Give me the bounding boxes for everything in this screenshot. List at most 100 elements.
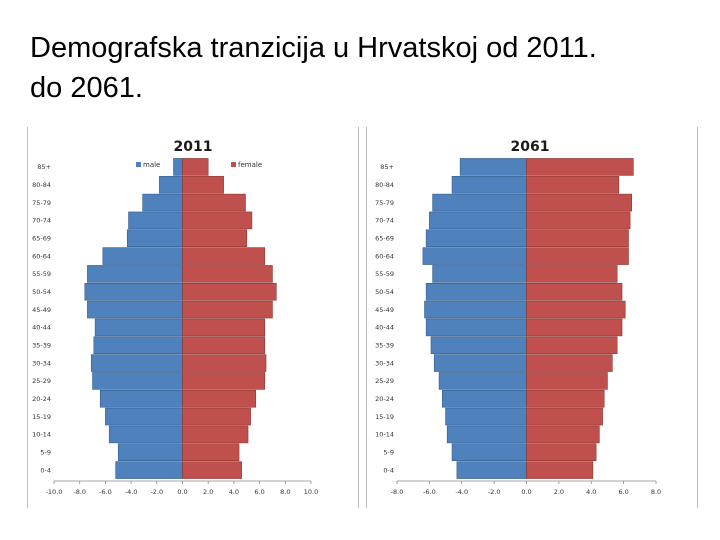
bar-male-30-34-2061 <box>433 354 527 372</box>
bar-female-50-54-2061 <box>526 282 623 301</box>
bar-female-85+-2011 <box>182 158 209 176</box>
bar-female-30-34-2061 <box>526 354 613 372</box>
bar-female-60-64-2011 <box>182 247 266 265</box>
bar-male-30-34-2011 <box>90 354 183 372</box>
bar-male-20-24-2061 <box>442 389 527 408</box>
x-tick-label-2.0-2011: 2.0 <box>203 488 213 496</box>
bar-male-80-84-2011 <box>159 175 183 194</box>
y-tick-label-50-54-2061: 50-54 <box>375 288 394 296</box>
bar-male-80-84-2061 <box>451 175 527 194</box>
bar-female-75-79-2011 <box>182 193 246 212</box>
y-tick-label-80-84-2011: 80-84 <box>32 181 51 189</box>
y-tick-label-40-44-2061: 40-44 <box>375 324 394 332</box>
y-tick-label-55-59-2011: 55-59 <box>32 270 51 278</box>
bar-male-10-14-2011 <box>108 425 183 444</box>
bar-female-60-64-2061 <box>526 247 629 265</box>
legend-swatch-male-2011 <box>136 162 141 167</box>
bar-male-70-74-2061 <box>429 211 527 230</box>
y-tick-label-35-39-2061: 35-39 <box>375 342 394 350</box>
bar-male-40-44-2061 <box>425 318 527 337</box>
bar-male-0-4-2011 <box>115 461 183 479</box>
y-tick-label-60-64-2061: 60-64 <box>375 252 394 260</box>
y-tick-label-85+-2011: 85+ <box>37 163 51 171</box>
bar-male-40-44-2011 <box>94 318 183 337</box>
bar-male-25-29-2061 <box>438 372 527 390</box>
bar-male-85+-2011 <box>173 158 183 176</box>
bar-male-75-79-2061 <box>432 193 527 212</box>
y-tick-label-20-24-2011: 20-24 <box>32 395 51 403</box>
x-tick-label-6.0-2061: 6.0 <box>618 488 628 496</box>
bar-female-45-49-2061 <box>526 300 626 319</box>
bar-female-35-39-2061 <box>526 336 618 355</box>
bar-female-65-69-2061 <box>526 229 629 248</box>
bar-female-0-4-2011 <box>182 461 242 479</box>
x-tick-label-6.0-2011: 6.0 <box>254 488 264 496</box>
bar-male-60-64-2061 <box>422 247 527 265</box>
y-tick-label-5-9-2061: 5-9 <box>383 449 394 457</box>
bar-female-40-44-2061 <box>526 318 623 337</box>
bar-male-60-64-2011 <box>102 247 183 265</box>
y-tick-label-45-49-2061: 45-49 <box>375 306 394 314</box>
x-tick-label-4.0-2011: 4.0 <box>229 488 239 496</box>
bar-female-5-9-2011 <box>182 443 240 462</box>
bar-male-55-59-2061 <box>432 265 527 283</box>
bar-male-15-19-2011 <box>105 407 183 426</box>
y-tick-label-30-34-2061: 30-34 <box>375 359 394 367</box>
bar-female-10-14-2011 <box>182 425 249 444</box>
x-tick-label--4.0-2011: -4.0 <box>125 488 138 496</box>
bar-female-55-59-2011 <box>182 265 273 283</box>
bar-female-0-4-2061 <box>526 461 594 479</box>
bar-female-55-59-2061 <box>526 265 618 283</box>
bar-male-50-54-2061 <box>425 282 527 301</box>
y-tick-label-15-19-2061: 15-19 <box>375 413 394 421</box>
x-tick-label-4.0-2061: 4.0 <box>586 488 596 496</box>
pyramid-chart-2061: 2061 0-4 5-9 10-14 15-19 20-24 25-29 30-34 35-39… <box>366 127 698 508</box>
bar-female-15-19-2011 <box>182 407 251 426</box>
y-tick-label-0-4-2011: 0-4 <box>40 466 51 474</box>
bar-female-65-69-2011 <box>182 229 248 248</box>
bar-male-45-49-2011 <box>87 300 183 319</box>
bar-male-75-79-2011 <box>142 193 183 212</box>
x-tick-label-10.0-2011: 10.0 <box>304 488 318 496</box>
bar-female-25-29-2011 <box>182 372 266 390</box>
y-tick-label-0-4-2061: 0-4 <box>383 466 394 474</box>
x-tick-label--6.0-2061: -6.0 <box>423 488 436 496</box>
y-tick-label-70-74-2011: 70-74 <box>32 217 51 225</box>
bar-male-70-74-2011 <box>128 211 183 230</box>
bar-female-10-14-2061 <box>526 425 600 444</box>
x-tick-label--8.0-2011: -8.0 <box>73 488 86 496</box>
pyramid-chart-2011-svg: 2011 0-4 5-9 10-14 15-19 20-24 25-29 30-34 35-39… <box>32 139 318 496</box>
x-tick-label-2.0-2061: 2.0 <box>554 488 564 496</box>
x-tick-label--6.0-2011: -6.0 <box>99 488 112 496</box>
x-tick-label--4.0-2061: -4.0 <box>455 488 468 496</box>
y-tick-label-30-34-2011: 30-34 <box>32 359 51 367</box>
bar-female-50-54-2011 <box>182 282 277 301</box>
y-tick-label-15-19-2011: 15-19 <box>32 413 51 421</box>
pyramid-chart-2061-svg: 2061 0-4 5-9 10-14 15-19 20-24 25-29 30-34 35-39… <box>375 139 661 496</box>
y-tick-label-85+-2061: 85+ <box>380 163 394 171</box>
x-tick-label-0.0-2011: 0.0 <box>177 488 187 496</box>
bar-male-0-4-2061 <box>456 461 527 479</box>
legend-label-female-2011: female <box>238 161 262 169</box>
y-tick-label-60-64-2011: 60-64 <box>32 252 51 260</box>
bar-male-35-39-2011 <box>93 336 183 355</box>
bar-female-80-84-2011 <box>182 175 224 194</box>
bar-male-5-9-2061 <box>451 443 527 462</box>
y-tick-label-45-49-2011: 45-49 <box>32 306 51 314</box>
bar-male-85+-2061 <box>459 158 527 176</box>
pyramid-chart-2011: 2011 0-4 5-9 10-14 15-19 20-24 25-29 30-34 35-39… <box>27 127 359 508</box>
y-tick-label-70-74-2061: 70-74 <box>375 217 394 225</box>
legend-label-male-2011: male <box>143 161 160 169</box>
bar-female-30-34-2011 <box>182 354 267 372</box>
bar-male-35-39-2061 <box>430 336 527 355</box>
y-tick-label-55-59-2061: 55-59 <box>375 270 394 278</box>
x-tick-label--2.0-2011: -2.0 <box>150 488 163 496</box>
bar-male-65-69-2061 <box>425 229 527 248</box>
x-tick-label--8.0-2061: -8.0 <box>391 488 404 496</box>
y-tick-label-25-29-2011: 25-29 <box>32 377 51 385</box>
bar-female-15-19-2061 <box>526 407 603 426</box>
bar-male-65-69-2011 <box>126 229 183 248</box>
bar-female-75-79-2061 <box>526 193 633 212</box>
y-tick-label-20-24-2061: 20-24 <box>375 395 394 403</box>
bar-female-45-49-2011 <box>182 300 273 319</box>
